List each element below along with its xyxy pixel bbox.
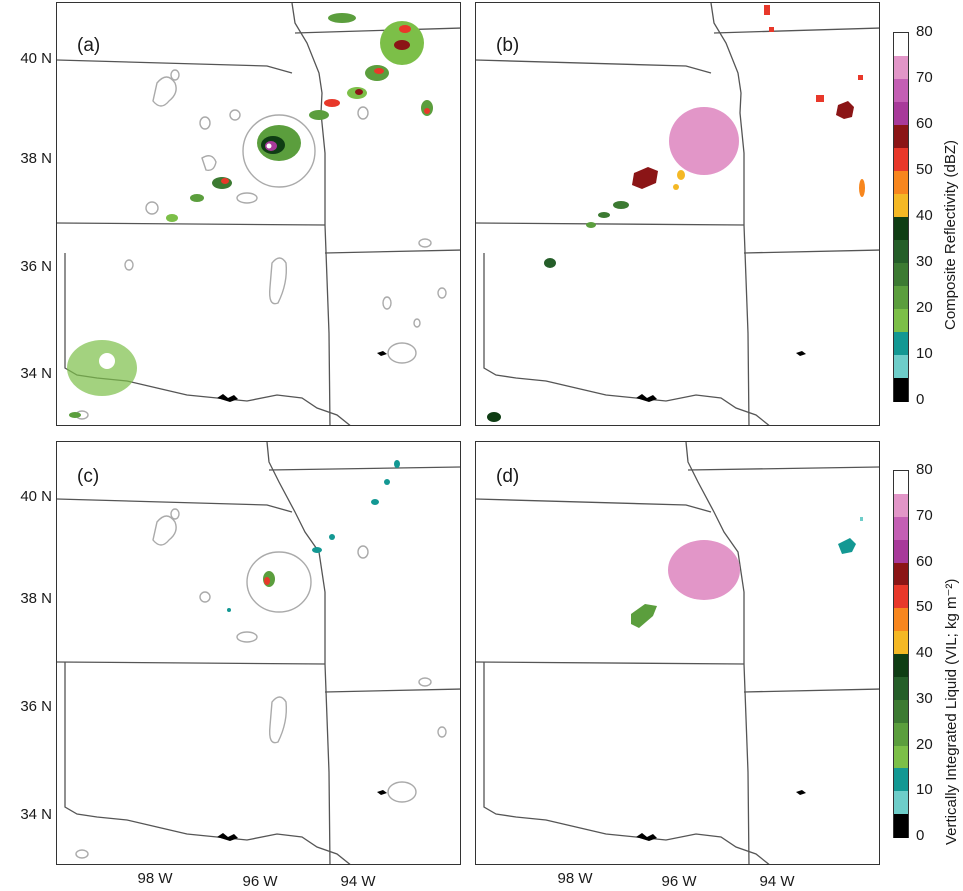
colorbar-swatch (894, 286, 908, 310)
colorbar-tick-label: 50 (916, 161, 933, 178)
lat-label: 40 N (20, 50, 52, 67)
colorbar-swatch (894, 56, 908, 80)
colorbar-tick-label: 10 (916, 345, 933, 362)
colorbar-tick-label: 80 (916, 461, 933, 478)
lon-label: 94 W (340, 873, 376, 890)
lat-label: 38 N (20, 590, 52, 607)
colorbar-swatch (894, 722, 908, 746)
lat-label: 40 N (20, 488, 52, 505)
colorbar-swatch (894, 332, 908, 356)
colorbar-tick-label: 30 (916, 689, 933, 707)
colorbar-swatch (894, 378, 908, 402)
panel-b: (b) (475, 2, 880, 426)
colorbar-swatch (894, 79, 908, 103)
lon-label: 98 W (557, 870, 593, 887)
colorbar-swatch (894, 654, 908, 678)
colorbar-swatch (894, 355, 908, 379)
colorbar-swatch (894, 148, 908, 172)
colorbar-swatch (894, 33, 908, 57)
panel-label: (a) (77, 35, 101, 56)
colorbar-swatch (894, 240, 908, 264)
colorbar-swatch (894, 585, 908, 609)
colorbar-tick-label: 40 (916, 644, 933, 661)
colorbar-swatch (894, 539, 908, 563)
lon-label: 96 W (242, 873, 278, 890)
panel-c: (c) (56, 441, 461, 865)
colorbar-swatch (894, 102, 908, 126)
map-c-svg (57, 442, 460, 864)
colorbar-tick-label: 70 (916, 69, 933, 86)
map-b-svg (476, 3, 879, 425)
colorbar-swatch (894, 309, 908, 333)
colorbar-tick-label: 20 (916, 299, 933, 316)
lon-label: 96 W (661, 873, 697, 890)
colorbar-swatch (894, 125, 908, 149)
colorbar-swatch (894, 608, 908, 632)
lat-label: 36 N (20, 698, 52, 715)
panel-label: (d) (496, 466, 520, 487)
colorbar-tick-label: 30 (916, 253, 933, 270)
colorbar-swatch (894, 493, 908, 518)
lat-label: 38 N (20, 150, 52, 167)
map-a-svg (57, 3, 460, 425)
colorbar-tick-label: 40 (916, 207, 933, 224)
lat-label: 34 N (20, 365, 52, 382)
colorbar-swatch (894, 263, 908, 287)
colorbar-swatch (894, 699, 908, 724)
colorbar-swatch (894, 471, 908, 495)
colorbar-swatch (894, 217, 908, 241)
map-d-svg (476, 442, 879, 864)
lon-label: 94 W (759, 873, 795, 890)
colorbar-reflectivity (893, 32, 909, 402)
colorbar-tick-label: 10 (916, 781, 933, 799)
colorbar-tick-label: 50 (916, 598, 933, 616)
lon-label: 98 W (137, 870, 173, 887)
colorbar-swatch (894, 171, 908, 195)
colorbar-tick-label: 20 (916, 735, 933, 753)
colorbar-swatch (894, 631, 908, 655)
colorbar-swatch (894, 745, 908, 769)
lat-label: 36 N (20, 258, 52, 275)
colorbar-tick-label: 0 (916, 827, 925, 844)
panel-label: (b) (496, 35, 520, 56)
colorbar-tick-label: 0 (916, 391, 925, 408)
colorbar-tick-label: 80 (916, 23, 933, 40)
panel-a: (a) (56, 2, 461, 426)
panel-d: (d) (475, 441, 880, 865)
colorbar-vil (893, 470, 909, 838)
colorbar-tick-label: 60 (916, 115, 933, 132)
colorbar-swatch (894, 194, 908, 218)
colorbar-swatch (894, 516, 908, 541)
colorbar-swatch (894, 562, 908, 586)
colorbar-swatch (894, 791, 908, 815)
panel-label: (c) (77, 466, 100, 487)
lat-label: 34 N (20, 806, 52, 823)
colorbar-swatch (894, 676, 908, 701)
colorbar-swatch (894, 814, 908, 838)
colorbar-swatch (894, 768, 908, 792)
colorbar-tick-label: 60 (916, 552, 933, 570)
colorbar-title: Vertically Integrated Liquid (VIL; kg m⁻… (943, 578, 960, 845)
colorbar-title: Composite Reflectivity (dBZ) (942, 139, 959, 330)
colorbar-tick-label: 70 (916, 506, 933, 524)
